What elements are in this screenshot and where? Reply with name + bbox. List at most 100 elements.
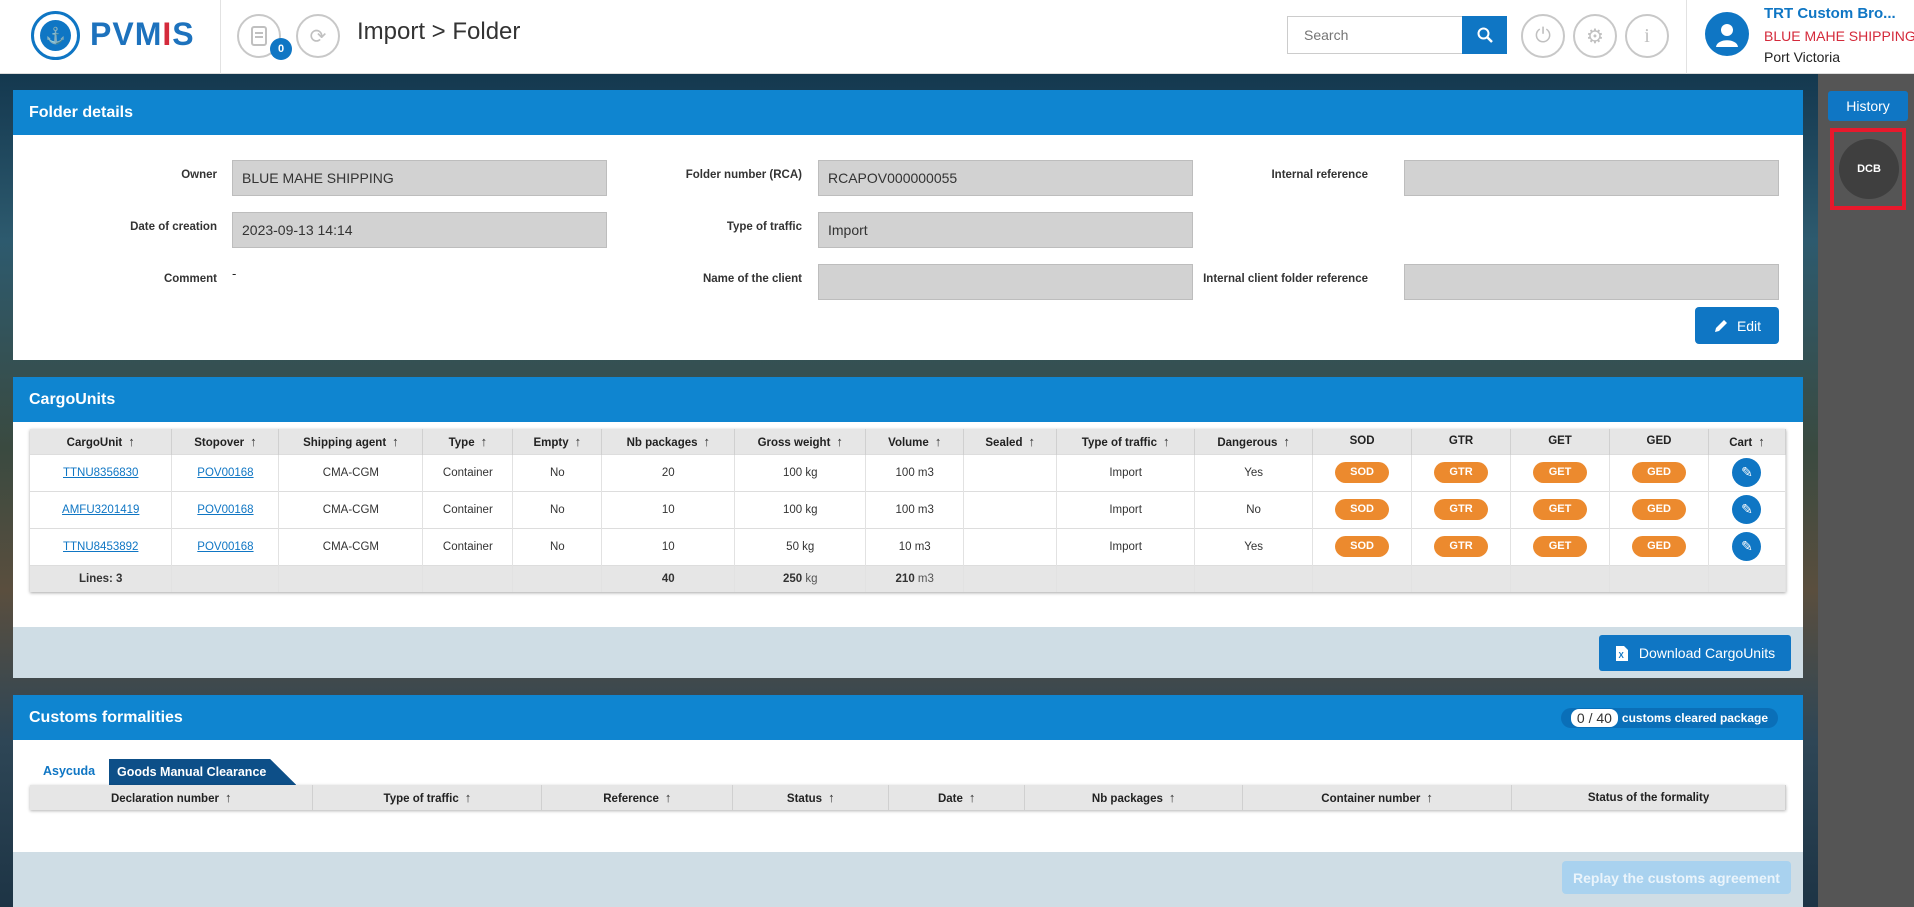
- column-header: GED: [1609, 429, 1709, 454]
- column-header[interactable]: Type of traffic ↑: [1056, 429, 1196, 454]
- column-header[interactable]: Declaration number ↑: [30, 785, 314, 810]
- search-input[interactable]: [1287, 16, 1462, 54]
- download-cargounits-button[interactable]: X Download CargoUnits: [1599, 635, 1791, 671]
- sod-button[interactable]: SOD: [1335, 462, 1390, 483]
- sort-arrow-icon: ↑: [224, 790, 232, 805]
- column-header: GET: [1510, 429, 1610, 454]
- comment-value: -: [232, 266, 237, 281]
- column-header[interactable]: Nb packages ↑: [601, 429, 736, 454]
- folder-number-label: Folder number (RCA): [685, 169, 802, 181]
- svg-text:X: X: [1618, 651, 1624, 660]
- sort-arrow-icon: ↑: [1426, 790, 1433, 805]
- column-header[interactable]: Type ↑: [422, 429, 514, 454]
- column-header[interactable]: Nb packages ↑: [1024, 785, 1244, 810]
- owner-field[interactable]: BLUE MAHE SHIPPING: [232, 160, 607, 196]
- column-header[interactable]: Type of traffic ↑: [312, 785, 543, 810]
- column-header: Status of the formality: [1511, 785, 1786, 810]
- sort-arrow-icon: ↑: [703, 433, 711, 449]
- column-header[interactable]: Status ↑: [732, 785, 890, 810]
- internal-client-ref-field[interactable]: [1404, 264, 1779, 300]
- edit-button[interactable]: Edit: [1695, 307, 1779, 344]
- tab-goods-manual-clearance[interactable]: Goods Manual Clearance: [109, 759, 297, 785]
- search-button[interactable]: [1462, 16, 1507, 54]
- power-icon[interactable]: ⏻: [1521, 14, 1565, 58]
- client-field[interactable]: [818, 264, 1193, 300]
- stopover-link[interactable]: POV00168: [197, 503, 254, 516]
- pencil-icon: [1714, 319, 1727, 332]
- user-area[interactable]: TRT Custom Bro... BLUE MAHE SHIPPING Por…: [1686, 0, 1914, 74]
- column-header[interactable]: Dangerous ↑: [1194, 429, 1314, 454]
- ged-button[interactable]: GED: [1631, 499, 1686, 520]
- total-weight: 250 kg: [734, 564, 867, 592]
- folder-number-field[interactable]: RCAPOV000000055: [818, 160, 1193, 196]
- sort-arrow-icon: ↑: [1162, 433, 1170, 449]
- cargounits-panel: CargoUnits CargoUnit ↑ Stopover ↑ Shipping…: [13, 377, 1803, 678]
- column-header: SOD: [1312, 429, 1413, 454]
- replay-customs-agreement-button[interactable]: Replay the customs agreement: [1562, 861, 1791, 894]
- sort-arrow-icon: ↑: [250, 433, 257, 449]
- get-button[interactable]: GET: [1533, 462, 1588, 483]
- sort-arrow-icon: ↑: [128, 433, 135, 449]
- internal-reference-field[interactable]: [1404, 160, 1779, 196]
- column-header[interactable]: Cart ↑: [1708, 429, 1787, 454]
- comment-label: Comment: [163, 273, 217, 285]
- dcb-button[interactable]: DCB: [1839, 139, 1899, 199]
- column-header[interactable]: Container number ↑: [1242, 785, 1513, 810]
- sort-arrow-icon: ↑: [1028, 433, 1035, 449]
- gtr-button[interactable]: GTR: [1434, 536, 1489, 557]
- date-label: Date of creation: [130, 221, 217, 233]
- cargounits-title: CargoUnits: [13, 377, 1803, 422]
- refresh-icon[interactable]: ⟳: [296, 14, 340, 58]
- page-title: Import > Folder: [357, 18, 521, 45]
- sod-button[interactable]: SOD: [1335, 536, 1390, 557]
- column-header[interactable]: Volume ↑: [865, 429, 965, 454]
- settings-gears-icon[interactable]: ⚙: [1573, 14, 1617, 58]
- history-button[interactable]: History: [1828, 91, 1908, 121]
- cargounit-link[interactable]: AMFU3201419: [62, 503, 140, 516]
- column-header[interactable]: Shipping agent ↑: [278, 429, 424, 454]
- date-field[interactable]: 2023-09-13 14:14: [232, 212, 607, 248]
- logo[interactable]: ⚓ PVMIS: [0, 0, 221, 74]
- gtr-button[interactable]: GTR: [1434, 462, 1489, 483]
- customs-formalities-title: Customs formalities 0 / 40 customs clear…: [13, 695, 1803, 740]
- get-button[interactable]: GET: [1533, 499, 1588, 520]
- dcb-highlight-frame: DCB: [1830, 128, 1906, 210]
- column-header[interactable]: CargoUnit ↑: [30, 429, 173, 454]
- add-to-cart-icon[interactable]: ✎: [1732, 458, 1762, 487]
- cargounit-link[interactable]: TTNU8356830: [63, 466, 139, 479]
- info-icon[interactable]: i: [1625, 14, 1669, 58]
- ged-button[interactable]: GED: [1631, 462, 1686, 483]
- ged-button[interactable]: GED: [1631, 536, 1686, 557]
- column-header[interactable]: Reference ↑: [541, 785, 734, 810]
- sort-arrow-icon: ↑: [1283, 433, 1290, 449]
- column-header[interactable]: Empty ↑: [512, 429, 603, 454]
- traffic-field[interactable]: Import: [818, 212, 1193, 248]
- add-to-cart-icon[interactable]: ✎: [1732, 532, 1762, 561]
- cleared-packages-badge: 0 / 40 customs cleared package: [1560, 708, 1778, 728]
- column-header[interactable]: Date ↑: [888, 785, 1026, 810]
- total-volume: 210 m3: [865, 564, 965, 592]
- stopover-link[interactable]: POV00168: [197, 466, 254, 479]
- search-icon: [1477, 27, 1493, 43]
- top-bar: ⚓ PVMIS 0 ⟳ Import > Folder ⏻ ⚙ i TRT Cu…: [0, 0, 1914, 74]
- logo-text: PVMIS: [90, 16, 195, 52]
- add-to-cart-icon[interactable]: ✎: [1732, 495, 1762, 524]
- sort-arrow-icon: ↑: [836, 433, 843, 449]
- lines-count: Lines: 3: [30, 564, 173, 592]
- sod-button[interactable]: SOD: [1335, 499, 1390, 520]
- tab-asycuda[interactable]: Asycuda: [43, 764, 96, 778]
- sort-arrow-icon: ↑: [574, 433, 582, 449]
- cargounits-table: CargoUnit ↑ Stopover ↑ Shipping agent ↑ Typ…: [30, 429, 1787, 592]
- get-button[interactable]: GET: [1533, 536, 1588, 557]
- column-header[interactable]: Stopover ↑: [171, 429, 280, 454]
- gtr-button[interactable]: GTR: [1434, 499, 1489, 520]
- basket-count-badge: 0: [270, 38, 292, 60]
- user-company: TRT Custom Bro...: [1764, 5, 1896, 22]
- column-header[interactable]: Sealed ↑: [963, 429, 1058, 454]
- column-header[interactable]: Gross weight ↑: [734, 429, 867, 454]
- sort-arrow-icon: ↑: [828, 790, 835, 805]
- folder-details-title: Folder details: [13, 90, 1803, 135]
- cargounits-actions-bar: X Download CargoUnits: [13, 627, 1803, 678]
- stopover-link[interactable]: POV00168: [197, 540, 254, 553]
- cargounit-link[interactable]: TTNU8453892: [63, 540, 139, 553]
